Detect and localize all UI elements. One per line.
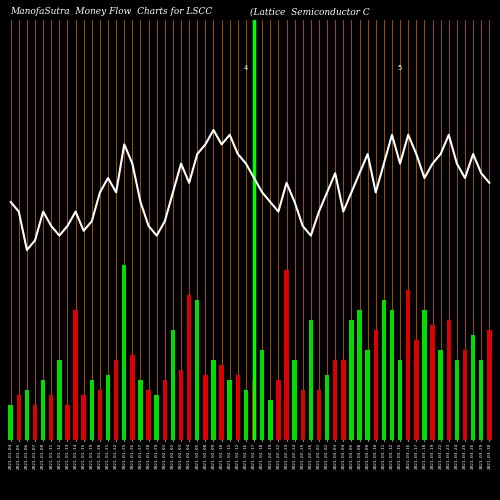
Bar	[228, 380, 232, 440]
Bar	[179, 370, 184, 440]
Bar	[292, 360, 297, 440]
Bar	[463, 350, 467, 440]
Bar	[325, 375, 330, 440]
Bar	[268, 400, 272, 440]
Bar	[114, 360, 118, 440]
Bar	[284, 270, 288, 440]
Text: (Lattice  Semiconductor C: (Lattice Semiconductor C	[250, 8, 370, 16]
Bar	[154, 395, 159, 440]
Bar	[358, 310, 362, 440]
Bar	[390, 310, 394, 440]
Bar	[130, 355, 134, 440]
Bar	[487, 330, 492, 440]
Bar	[138, 380, 142, 440]
Bar	[446, 320, 451, 440]
Bar	[308, 320, 313, 440]
Bar	[300, 390, 305, 440]
Bar	[90, 380, 94, 440]
Bar	[212, 360, 216, 440]
Bar	[366, 350, 370, 440]
Bar	[162, 380, 167, 440]
Bar	[276, 380, 280, 440]
Bar	[82, 395, 86, 440]
Bar	[316, 390, 321, 440]
Bar	[33, 405, 37, 440]
Bar	[122, 265, 126, 440]
Bar	[252, 380, 256, 440]
Bar	[195, 300, 200, 440]
Bar	[398, 360, 402, 440]
Bar	[49, 395, 54, 440]
Text: 5: 5	[398, 66, 402, 71]
Bar	[65, 405, 70, 440]
Bar	[374, 330, 378, 440]
Bar	[454, 360, 459, 440]
Bar	[471, 335, 476, 440]
Bar	[333, 360, 338, 440]
Bar	[260, 350, 264, 440]
Bar	[98, 390, 102, 440]
Text: 4: 4	[244, 66, 248, 71]
Bar	[57, 360, 62, 440]
Bar	[8, 405, 13, 440]
Bar	[16, 395, 21, 440]
Bar	[414, 340, 418, 440]
Bar	[146, 390, 151, 440]
Bar	[74, 310, 78, 440]
Bar	[406, 290, 410, 440]
Bar	[41, 380, 46, 440]
Bar	[106, 375, 110, 440]
Bar	[187, 295, 192, 440]
Bar	[349, 320, 354, 440]
Bar	[236, 375, 240, 440]
Bar	[203, 375, 207, 440]
Bar	[24, 390, 29, 440]
Text: ManofaSutra  Money Flow  Charts for LSCC: ManofaSutra Money Flow Charts for LSCC	[10, 8, 212, 16]
Bar	[341, 360, 345, 440]
Bar	[244, 390, 248, 440]
Bar	[479, 360, 484, 440]
Bar	[430, 325, 435, 440]
Bar	[382, 300, 386, 440]
Bar	[422, 310, 426, 440]
Bar	[438, 350, 443, 440]
Bar	[220, 365, 224, 440]
Bar	[170, 330, 175, 440]
